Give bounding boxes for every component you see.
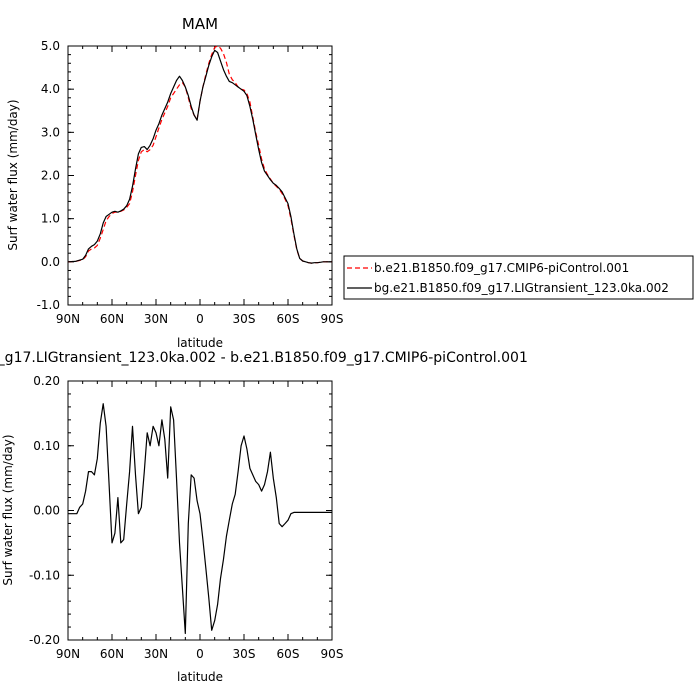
bottom-x-tick-label: 90S xyxy=(321,647,344,661)
bottom-x-tick-label: 90N xyxy=(56,647,80,661)
legend: b.e21.B1850.f09_g17.CMIP6-piControl.001 … xyxy=(343,255,694,300)
bottom-y-tick-label: -0.10 xyxy=(29,568,60,582)
top-plot-frame xyxy=(67,45,333,306)
top-panel: MAM 90N 60N 30N 0 30S 60S 90S -1.0 0.0 1.0 2.0 3.0 4… xyxy=(6,15,343,350)
bottom-x-tick-label: 30S xyxy=(233,647,256,661)
top-x-tick-label: 0 xyxy=(196,312,204,326)
top-x-tick-label: 90S xyxy=(321,312,344,326)
bottom-x-tick-label: 60S xyxy=(277,647,300,661)
top-x-tick-label: 90N xyxy=(56,312,80,326)
legend-label-control: b.e21.B1850.f09_g17.CMIP6-piControl.001 xyxy=(374,261,629,275)
bottom-plot-frame xyxy=(67,380,333,641)
top-series-line-0 xyxy=(67,45,332,264)
top-y-tick-label: 2.0 xyxy=(41,169,60,183)
bottom-y-tick-label: 0.00 xyxy=(33,504,60,518)
top-y-tick-label: 3.0 xyxy=(41,125,60,139)
bottom-panel: bg.e21.B1850.f09_g17.LIGtransient_123.0k… xyxy=(0,350,528,684)
top-x-tick-label: 60S xyxy=(277,312,300,326)
top-y-tick-label: 4.0 xyxy=(41,82,60,96)
top-x-tick-label: 30S xyxy=(233,312,256,326)
top-y-tick-label: 0.0 xyxy=(41,255,60,269)
top-series-line-1 xyxy=(67,49,332,264)
top-y-tick-label: 5.0 xyxy=(41,39,60,53)
legend-box xyxy=(343,255,694,300)
bottom-plot-area: 90N 60N 30N 0 30S 60S 90S -0.20 -0.10 0.00 0.10 0.2… xyxy=(29,374,344,661)
top-y-tick-label: -1.0 xyxy=(37,298,60,312)
bottom-x-tick-label: 0 xyxy=(196,647,204,661)
top-plot-area: 90N 60N 30N 0 30S 60S 90S -1.0 0.0 1.0 2.0 3.0 4.0 5.… xyxy=(37,39,344,326)
top-y-axis-label: Surf water flux (mm/day) xyxy=(6,99,20,250)
bottom-x-tick-label: 60N xyxy=(100,647,124,661)
bottom-series-line-0 xyxy=(68,403,332,635)
bottom-y-tick-label: 0.10 xyxy=(33,439,60,453)
top-x-tick-label: 30N xyxy=(144,312,168,326)
legend-label-transient: bg.e21.B1850.f09_g17.LIGtransient_123.0k… xyxy=(374,281,669,295)
top-x-tick-label: 60N xyxy=(100,312,124,326)
top-y-tick-label: 1.0 xyxy=(41,212,60,226)
top-chart-title: MAM xyxy=(182,15,218,33)
bottom-y-axis-label: Surf water flux (mm/day) xyxy=(1,434,15,585)
bottom-x-axis-label: latitude xyxy=(177,670,223,684)
bottom-y-tick-label: 0.20 xyxy=(33,374,60,388)
bottom-y-tick-label: -0.20 xyxy=(29,633,60,647)
bottom-x-tick-label: 30N xyxy=(144,647,168,661)
top-x-axis-label: latitude xyxy=(177,336,223,350)
bottom-chart-title: bg.e21.B1850.f09_g17.LIGtransient_123.0k… xyxy=(0,350,528,366)
